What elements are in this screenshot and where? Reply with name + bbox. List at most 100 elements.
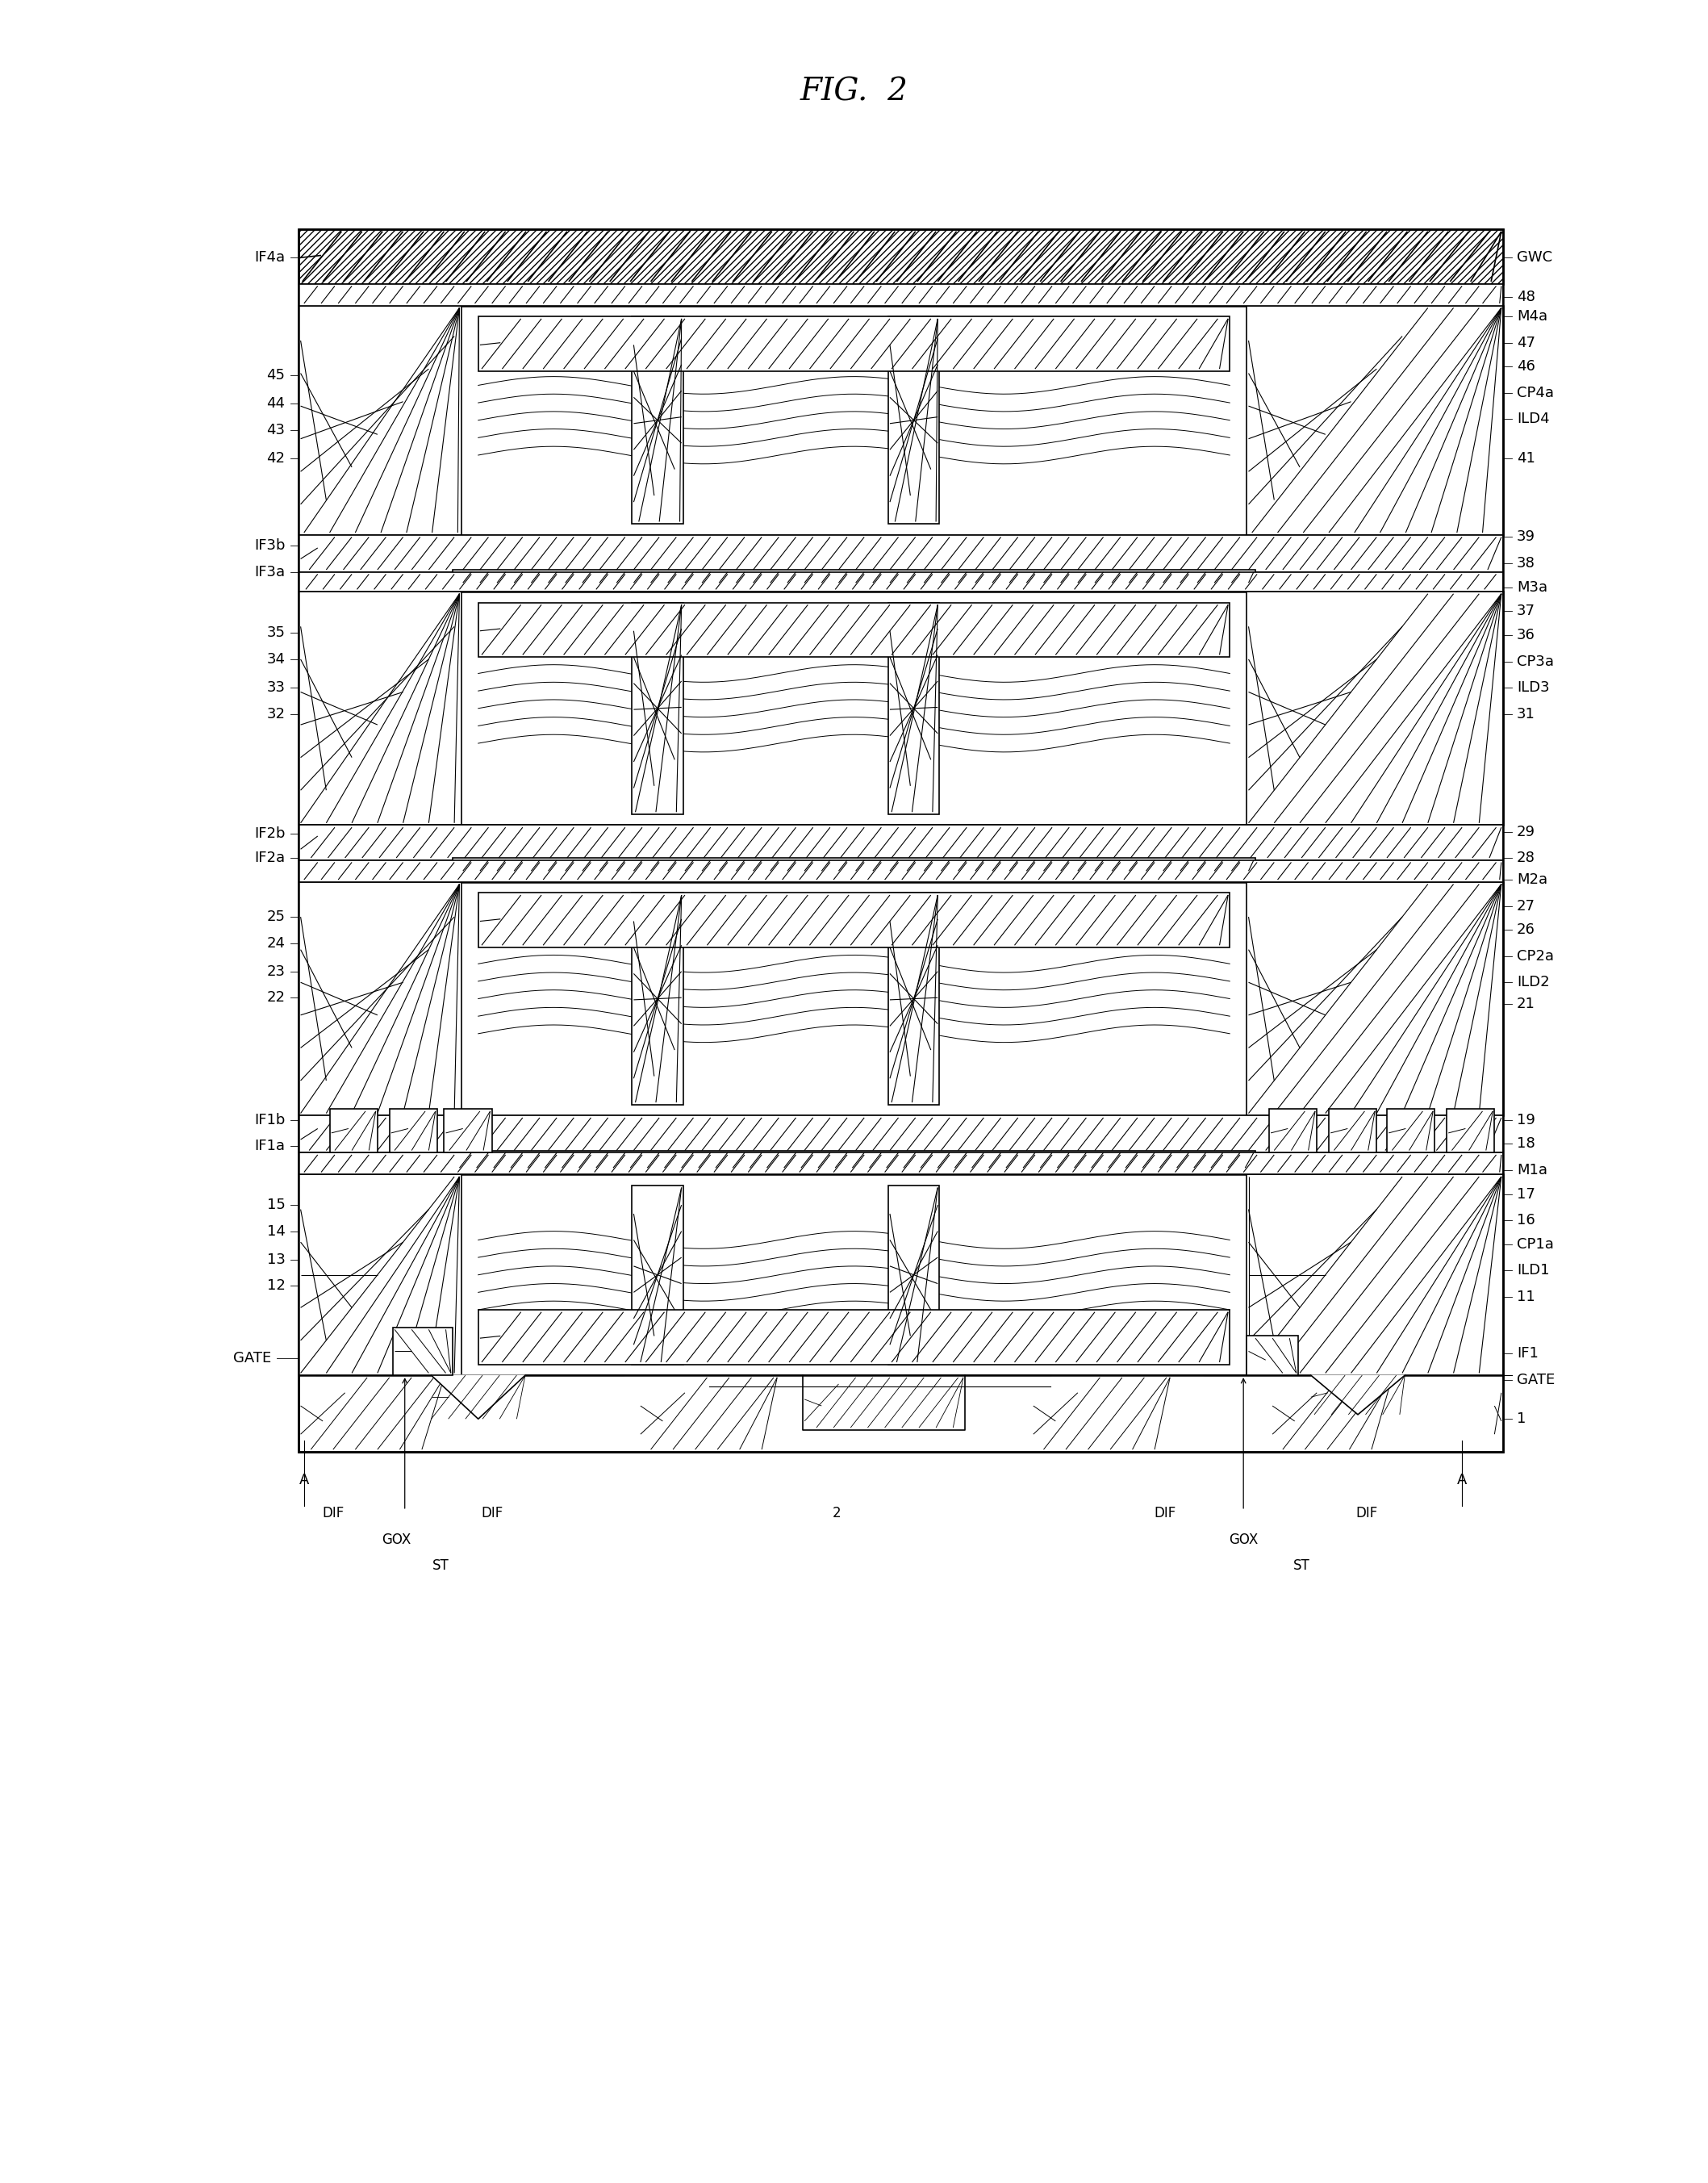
Bar: [299, 229, 1503, 284]
Text: 14: 14: [266, 1225, 285, 1238]
Text: 28: 28: [1517, 851, 1535, 864]
Text: 24: 24: [266, 937, 285, 950]
Text: M2a: M2a: [1517, 873, 1547, 886]
Bar: [299, 1174, 461, 1375]
Bar: [299, 1174, 1503, 1375]
Bar: [299, 1153, 1503, 1174]
Bar: [1247, 306, 1503, 535]
Bar: [478, 1310, 1230, 1364]
Bar: [299, 882, 1503, 1116]
Bar: [1387, 1109, 1435, 1153]
Text: 13: 13: [266, 1253, 285, 1266]
Bar: [888, 603, 939, 814]
Text: M4a: M4a: [1517, 310, 1547, 323]
Text: 21: 21: [1517, 998, 1535, 1011]
Bar: [1247, 882, 1503, 1116]
Text: A: A: [1457, 1474, 1467, 1487]
Text: 38: 38: [1517, 557, 1535, 570]
Text: 25: 25: [266, 910, 285, 923]
Text: DIF: DIF: [1356, 1506, 1377, 1522]
Text: DIF: DIF: [1155, 1506, 1175, 1522]
Text: CP2a: CP2a: [1517, 950, 1554, 963]
Bar: [389, 1109, 437, 1153]
Text: 18: 18: [1517, 1137, 1535, 1150]
Bar: [444, 1109, 492, 1153]
Text: 43: 43: [266, 424, 285, 437]
Text: 12: 12: [266, 1279, 285, 1292]
Text: IF2b: IF2b: [254, 827, 285, 840]
Text: 17: 17: [1517, 1188, 1535, 1201]
Text: ST: ST: [432, 1559, 449, 1574]
Bar: [299, 1116, 1503, 1153]
Text: IF1: IF1: [1517, 1347, 1539, 1360]
Bar: [299, 572, 1503, 592]
Bar: [299, 860, 1503, 882]
Bar: [330, 1109, 377, 1153]
Text: 26: 26: [1517, 923, 1535, 937]
Bar: [299, 284, 1503, 306]
Text: 46: 46: [1517, 360, 1535, 373]
Text: ST: ST: [1293, 1559, 1310, 1574]
Text: 41: 41: [1517, 452, 1535, 465]
Text: M3a: M3a: [1517, 581, 1547, 594]
Text: GWC: GWC: [1517, 251, 1553, 264]
Text: CP1a: CP1a: [1517, 1238, 1554, 1251]
Bar: [1247, 1336, 1298, 1375]
Bar: [888, 1185, 939, 1364]
Polygon shape: [430, 1375, 526, 1419]
Bar: [1447, 1109, 1494, 1153]
Text: 47: 47: [1517, 336, 1535, 349]
Text: 16: 16: [1517, 1214, 1535, 1227]
Text: M1a: M1a: [1517, 1164, 1547, 1177]
Text: 19: 19: [1517, 1113, 1535, 1126]
Bar: [393, 1327, 453, 1375]
Bar: [299, 535, 1503, 572]
Bar: [632, 1185, 683, 1364]
Text: 34: 34: [266, 653, 285, 666]
Text: CP3a: CP3a: [1517, 655, 1554, 668]
Text: 11: 11: [1517, 1290, 1535, 1303]
Text: GOX: GOX: [381, 1532, 412, 1548]
Text: IF2a: IF2a: [254, 851, 285, 864]
Bar: [1269, 1109, 1317, 1153]
Text: ILD4: ILD4: [1517, 413, 1549, 426]
Bar: [453, 570, 1255, 585]
Polygon shape: [1312, 1375, 1404, 1415]
Text: FIG.  2: FIG. 2: [799, 76, 909, 107]
Text: CP4a: CP4a: [1517, 386, 1554, 399]
Text: 27: 27: [1517, 899, 1535, 912]
Text: 29: 29: [1517, 825, 1535, 838]
Text: 23: 23: [266, 965, 285, 978]
Text: IF3b: IF3b: [254, 539, 285, 552]
Bar: [299, 306, 461, 535]
Text: IF3a: IF3a: [254, 565, 285, 578]
Text: IF4a: IF4a: [254, 251, 285, 264]
Text: GATE: GATE: [234, 1351, 272, 1364]
Text: 1: 1: [1517, 1412, 1525, 1425]
Text: IF1b: IF1b: [254, 1113, 285, 1126]
Text: 2: 2: [832, 1506, 842, 1522]
Text: 31: 31: [1517, 707, 1535, 720]
Bar: [453, 1150, 1255, 1170]
Bar: [299, 882, 461, 1116]
Bar: [299, 592, 461, 825]
Text: 48: 48: [1517, 290, 1535, 303]
Text: 15: 15: [266, 1198, 285, 1212]
Bar: [1329, 1109, 1377, 1153]
Text: A: A: [299, 1474, 309, 1487]
Bar: [478, 317, 1230, 371]
Text: GOX: GOX: [1228, 1532, 1259, 1548]
Text: 36: 36: [1517, 629, 1535, 642]
Bar: [632, 603, 683, 814]
Bar: [299, 1375, 1503, 1452]
Bar: [478, 603, 1230, 657]
Text: 22: 22: [266, 991, 285, 1004]
Bar: [632, 893, 683, 1105]
Text: 39: 39: [1517, 530, 1535, 544]
Text: IF1a: IF1a: [254, 1140, 285, 1153]
Text: ILD3: ILD3: [1517, 681, 1549, 694]
Text: DIF: DIF: [482, 1506, 502, 1522]
Bar: [299, 229, 1503, 1452]
Bar: [888, 893, 939, 1105]
Text: 37: 37: [1517, 605, 1535, 618]
